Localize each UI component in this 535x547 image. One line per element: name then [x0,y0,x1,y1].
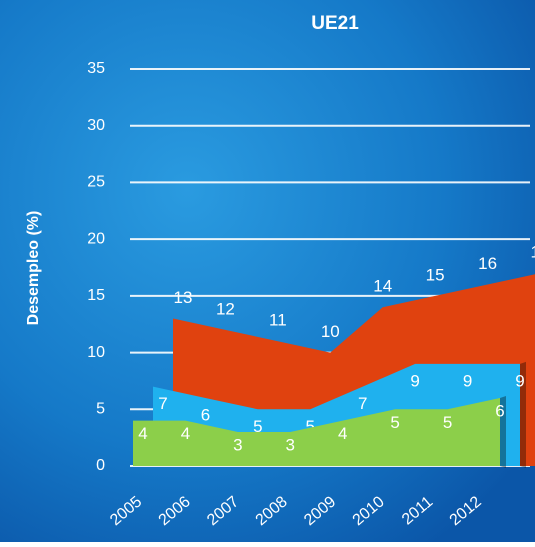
data-label: 7 [358,394,367,413]
data-label: 9 [410,371,419,390]
data-label: 16 [478,254,497,273]
data-label: 14 [373,277,392,296]
data-label: 5 [443,413,452,432]
data-label: 11 [269,311,287,330]
y-tick-label: 35 [87,60,105,77]
y-tick-label: 15 [87,287,105,304]
data-label: 12 [216,299,235,318]
data-label: 4 [138,424,147,443]
data-label: 15 [426,265,445,284]
data-label: 5 [253,417,262,436]
y-tick-label: 20 [87,230,105,247]
data-label: 5 [306,417,315,436]
data-label: 4 [338,424,347,443]
data-label: 17 [531,243,535,262]
y-tick-label: 5 [96,401,105,418]
data-label: 6 [201,405,210,424]
data-label: 3 [233,435,242,454]
data-label: 10 [321,322,340,341]
data-label: 5 [390,413,399,432]
data-label: 13 [174,288,193,307]
data-label: 3 [286,435,295,454]
data-label: 9 [515,371,524,390]
y-axis-label: Desempleo (%) [25,211,42,326]
chart-title: UE21 [311,13,359,34]
area-side [500,395,506,468]
area [133,397,500,466]
y-tick-label: 0 [96,457,105,474]
data-label: 9 [463,371,472,390]
y-tick-label: 30 [87,117,105,134]
area-side [520,361,526,468]
y-tick-label: 25 [87,174,105,191]
data-label: 4 [181,424,190,443]
data-label: 6 [495,401,504,420]
y-tick-label: 10 [87,344,105,361]
data-label: 7 [158,394,167,413]
